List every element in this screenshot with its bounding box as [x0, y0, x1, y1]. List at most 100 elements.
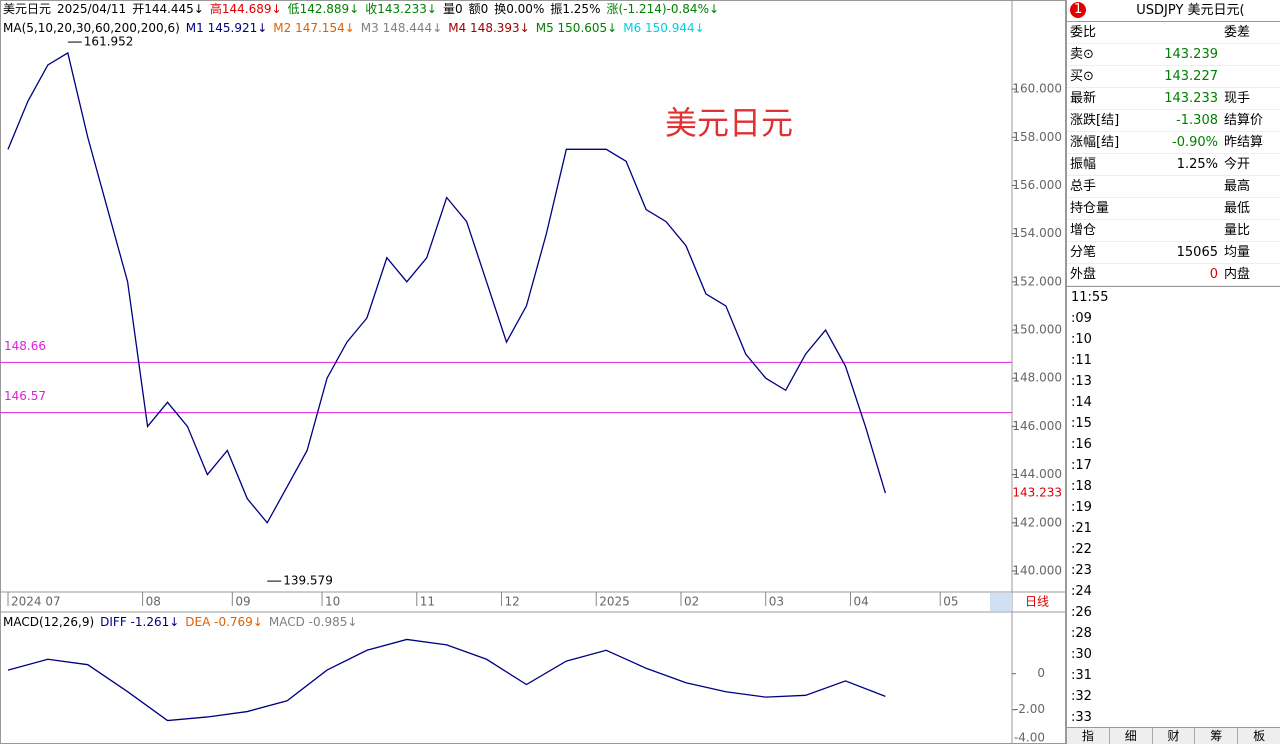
- quote-cell: 现手: [1224, 91, 1251, 106]
- time-item: :09: [1071, 311, 1092, 326]
- header-item: 涨(-1.214)-0.84%↓: [606, 1, 719, 16]
- time-item: :10: [1071, 332, 1092, 347]
- quote-cell: [1140, 176, 1224, 197]
- quote-row: 分笔 15065 均量: [1067, 242, 1280, 264]
- quote-row: 卖⊙ 143.239: [1067, 44, 1280, 66]
- y-tick-label: 0: [1037, 666, 1045, 680]
- header-item: 量0: [443, 2, 463, 16]
- header-item: 振1.25%: [550, 2, 600, 16]
- legend-item: DIFF -1.261↓: [100, 615, 179, 629]
- x-tick-label: 03: [769, 595, 784, 609]
- quote-cell: 今开: [1224, 157, 1251, 172]
- header-item: 换0.00%: [494, 2, 544, 16]
- quote-cell: 143.227: [1164, 69, 1218, 84]
- quote-row: 最新 143.233 现手: [1067, 88, 1280, 110]
- period-box: [990, 593, 1012, 611]
- quote-row: 外盘 0 内盘: [1067, 264, 1280, 286]
- series-line: [7, 51, 886, 524]
- x-tick-label: 2025: [599, 595, 630, 609]
- quote-row: 总手 最高: [1067, 176, 1280, 198]
- tab[interactable]: 财: [1153, 728, 1196, 744]
- header-item: 额0: [469, 2, 489, 16]
- quote-row: 涨跌[结] -1.308 结算价: [1067, 110, 1280, 132]
- y-tick-label: 156.000: [1012, 178, 1062, 192]
- time-item: :28: [1071, 626, 1092, 641]
- header-item: M5 150.605↓: [536, 21, 617, 35]
- macd-legend: MACD(12,26,9) DIFF -1.261↓ DEA -0.769↓ MACD…: [3, 615, 357, 629]
- quote-cell: 结算价: [1224, 113, 1264, 128]
- level-label: 146.57: [4, 389, 46, 403]
- quote-rows: 委比 委差卖⊙ 143.239 买⊙ 143.227 最新 143.233 现手 涨跌[结] -1…: [1067, 22, 1280, 286]
- quote-cell: [1224, 66, 1280, 87]
- quote-row: 持仓量 最低: [1067, 198, 1280, 220]
- x-tick-label: 2024 07: [11, 595, 61, 609]
- chart: 美元日元 2025/04/11 开144.445↓ 高144.689↓ 低142.889…: [0, 0, 1066, 744]
- y-tick-label: 144.000: [1012, 467, 1062, 481]
- quote-cell: 总手: [1070, 179, 1097, 194]
- tab[interactable]: 筹: [1195, 728, 1239, 744]
- y-tick-label: -2.00: [1014, 702, 1045, 716]
- quote-cell: 内盘: [1224, 267, 1251, 282]
- quote-cell: 0: [1209, 267, 1218, 282]
- quote-cell: 143.239: [1164, 47, 1218, 62]
- quote-cell: 持仓量: [1070, 201, 1110, 216]
- x-tick-label: 02: [684, 595, 699, 609]
- y-tick-label: 152.000: [1012, 274, 1062, 288]
- time-item: :33: [1071, 710, 1092, 725]
- tab[interactable]: 板: [1238, 728, 1280, 744]
- x-tick-label: 11: [420, 595, 435, 609]
- header-item: 2025/04/11: [57, 2, 126, 16]
- quote-cell: 买⊙: [1070, 69, 1094, 84]
- time-item: :30: [1071, 647, 1092, 662]
- quote-cell: 卖⊙: [1070, 47, 1094, 62]
- quote-cell: 外盘: [1070, 267, 1097, 282]
- quote-cell: -0.90%: [1172, 135, 1218, 150]
- y-tick-label: 160.000: [1012, 82, 1062, 96]
- quote-cell: 分笔: [1070, 245, 1097, 260]
- header-line: 美元日元 2025/04/11 开144.445↓ 高144.689↓ 低142.889…: [3, 1, 719, 16]
- time-item: :11: [1071, 353, 1092, 368]
- time-item: :15: [1071, 416, 1092, 431]
- header-item: M6 150.944↓: [623, 21, 704, 35]
- header-item: 开144.445↓: [132, 2, 204, 16]
- quote-cell: [1140, 220, 1224, 241]
- quote-cell: 涨跌[结]: [1070, 113, 1120, 128]
- legend-item: DEA -0.769↓: [185, 615, 263, 629]
- quote-cell: 最新: [1070, 91, 1097, 106]
- time-item: :21: [1071, 521, 1092, 536]
- time-item: :24: [1071, 584, 1092, 599]
- quote-panel: 1 USDJPY 美元日元( 委比 委差 卖⊙ 143.239 买⊙ 143.227 最新 1…: [1066, 0, 1280, 744]
- extreme-label: 139.579: [283, 574, 333, 588]
- quote-cell: 振幅: [1070, 157, 1097, 172]
- legend-item: MACD(12,26,9): [3, 615, 94, 629]
- quote-cell: 委差: [1224, 25, 1251, 40]
- time-item: :26: [1071, 605, 1092, 620]
- legend-item: MACD -0.985↓: [269, 615, 358, 629]
- time-item: :31: [1071, 668, 1092, 683]
- quote-cell: 涨幅[结]: [1070, 135, 1120, 150]
- header-item: 低142.889↓: [288, 2, 360, 16]
- quote-row: 买⊙ 143.227: [1067, 66, 1280, 88]
- time-item: :17: [1071, 458, 1092, 473]
- quote-row: 增仓 量比: [1067, 220, 1280, 242]
- time-item: :22: [1071, 542, 1092, 557]
- quote-cell: 15065: [1176, 245, 1218, 260]
- time-item: 11:55: [1071, 290, 1109, 305]
- y-tick-label: -4.00: [1014, 731, 1045, 744]
- header-item: 收143.233↓: [365, 2, 437, 16]
- tab[interactable]: 指: [1067, 728, 1110, 744]
- quote-row: 委比 委差: [1067, 22, 1280, 44]
- quote-cell: 1.25%: [1176, 157, 1218, 172]
- header-item: 高144.689↓: [210, 1, 282, 16]
- quote-cell: [1140, 22, 1224, 43]
- tab[interactable]: 细: [1110, 728, 1153, 744]
- series-line: [7, 638, 886, 722]
- x-tick-label: 10: [325, 595, 340, 609]
- header-item: M4 148.393↓: [448, 21, 529, 35]
- y-tick-label: 142.000: [1012, 515, 1062, 529]
- x-tick-label: 08: [146, 595, 161, 609]
- x-tick-label: 05: [943, 595, 958, 609]
- header-line: MA(5,10,20,30,60,200,200,6) M1 145.921↓ M2…: [3, 21, 705, 35]
- time-item: :23: [1071, 563, 1092, 578]
